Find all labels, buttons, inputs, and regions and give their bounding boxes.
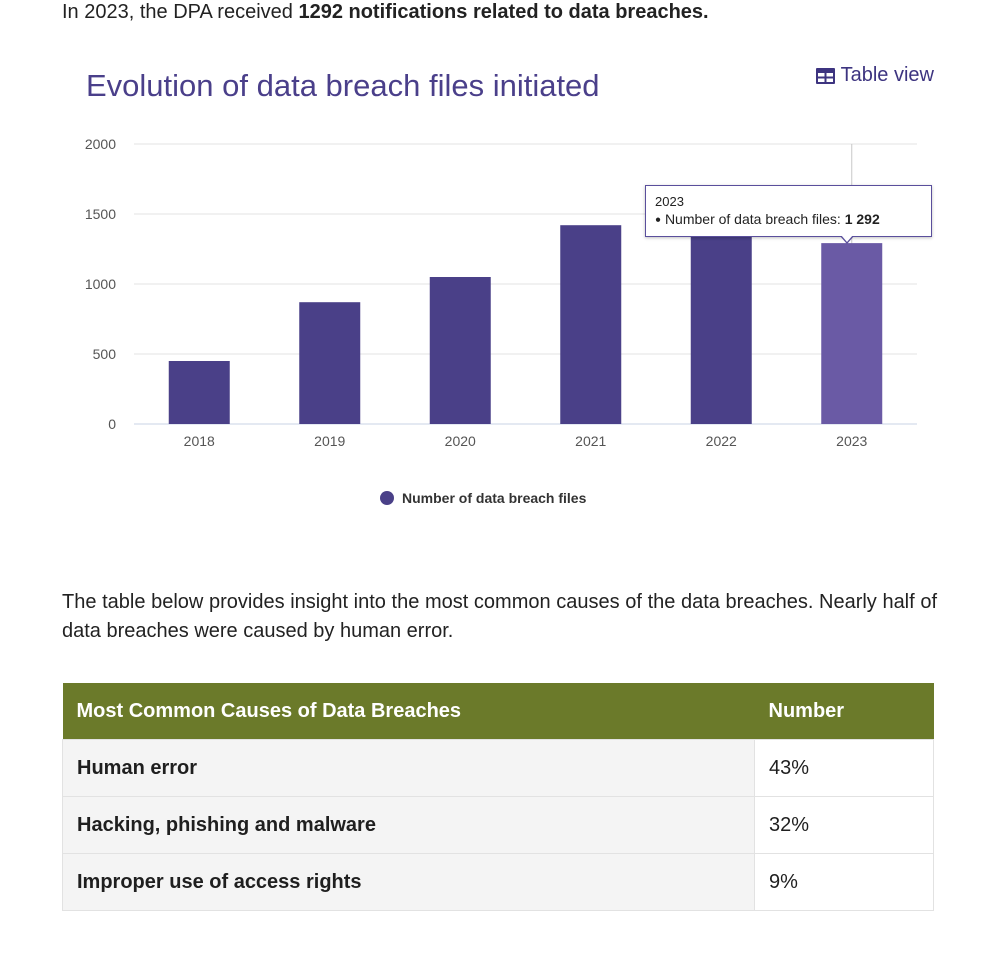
intro-bold: 1292 notifications related to data breac… [298, 1, 709, 23]
bar [560, 225, 622, 424]
x-tick-label: 2022 [706, 433, 737, 449]
header-causes: Most Common Causes of Data Breaches [62, 683, 755, 740]
x-tick-label: 2023 [836, 433, 867, 449]
table-row: Human error 43% [62, 739, 934, 797]
number-cell: 9% [754, 853, 934, 911]
cause-cell: Human error [62, 739, 755, 797]
cause-cell: Improper use of access rights [62, 853, 755, 911]
tooltip-dot-icon: ● [655, 214, 662, 226]
bar-chart: 0 500 1000 1500 2000 2018 2019 2020 2021 2022 2023 [85, 136, 917, 449]
table-row: Hacking, phishing and malware 32% [62, 796, 934, 854]
number-cell: 43% [754, 739, 934, 797]
table-view-button[interactable]: Table view [815, 64, 934, 87]
table-header-row: Most Common Causes of Data Breaches Numb… [62, 683, 934, 740]
y-tick-label: 1500 [85, 206, 116, 222]
cause-cell: Hacking, phishing and malware [62, 796, 755, 854]
bar [429, 277, 491, 424]
bar [821, 243, 883, 424]
chart-tooltip: 2023 ● Number of data breach files: 1 29… [645, 185, 932, 237]
chart-title: Evolution of data breach files initiated [86, 68, 600, 103]
y-tick-label: 2000 [85, 136, 116, 152]
y-tick-label: 0 [108, 416, 116, 432]
legend-label: Number of data breach files [402, 490, 587, 506]
x-tick-label: 2019 [314, 433, 345, 449]
table-icon [815, 67, 835, 84]
tooltip-year: 2023 [655, 194, 684, 209]
x-tick-label: 2020 [445, 433, 476, 449]
causes-table: Most Common Causes of Data Breaches Numb… [62, 683, 934, 911]
tooltip-label: Number of data breach files: [664, 211, 841, 227]
intro-text: In 2023, the DPA received 1292 notificat… [62, 0, 709, 24]
table-row: Improper use of access rights 9% [62, 853, 934, 911]
chart-legend[interactable]: Number of data breach files [380, 490, 586, 506]
legend-swatch-icon [380, 491, 394, 505]
tooltip-pointer-fill [841, 235, 853, 242]
x-tick-label: 2018 [184, 433, 215, 449]
number-cell: 32% [754, 796, 934, 854]
bar [690, 225, 752, 424]
y-tick-label: 1000 [85, 276, 116, 292]
header-number: Number [754, 683, 934, 740]
y-tick-label: 500 [93, 346, 117, 362]
table-view-label: Table view [840, 64, 934, 86]
bar [168, 361, 230, 424]
intro-prefix: In 2023, the DPA received [62, 1, 299, 23]
description-paragraph: The table below provides insight into th… [62, 591, 937, 642]
bar [299, 302, 361, 424]
tooltip-value: 1 292 [844, 211, 880, 227]
x-tick-label: 2021 [575, 433, 606, 449]
